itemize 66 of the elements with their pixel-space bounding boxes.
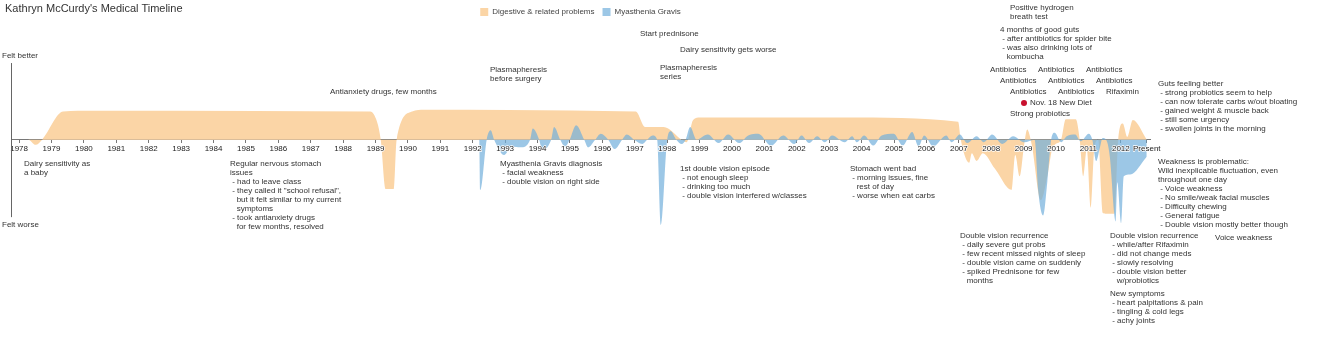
text: Positive hydrogen breath test xyxy=(1010,3,1074,22)
text: Guts feeling better - strong probiotics seem to help - can now tolerate carbs w/out bloating - gained weight & muscle back - still some urgency - swollen joints in the morning xyxy=(1158,79,1298,134)
text: Voice weakness xyxy=(1215,233,1273,243)
x-tick-label: 1986 xyxy=(269,143,288,153)
x-tick-label: 2006 xyxy=(917,143,936,153)
x-tick-label: 1997 xyxy=(625,143,645,153)
text: Antibiotics xyxy=(990,65,1027,75)
text: Antibiotics xyxy=(1038,65,1075,75)
x-tick-label: 1982 xyxy=(139,143,159,153)
x-tick-label: 2005 xyxy=(885,143,904,153)
x-tick-label: 1987 xyxy=(301,143,321,153)
x-tick-label: 2008 xyxy=(982,143,1001,153)
text: Dairy sensitivity gets worse xyxy=(680,45,778,55)
x-tick-label: 1988 xyxy=(334,143,353,153)
text: Antibiotics xyxy=(1096,76,1133,86)
text: Antibiotics xyxy=(1058,87,1095,97)
text: Antibiotics xyxy=(1048,76,1085,86)
x-tick-label: 2000 xyxy=(723,143,742,153)
x-tick-label: 1981 xyxy=(107,143,126,153)
annotation: Stomach went bad - morning issues, fine rest of day - worse when eat carbs xyxy=(850,164,935,201)
x-tick-label: 1991 xyxy=(431,143,450,153)
x-tick-label: 1996 xyxy=(593,143,612,153)
x-tick-label: 1999 xyxy=(690,143,710,153)
text: Antibiotics xyxy=(1010,87,1047,97)
x-tick-label: 2002 xyxy=(787,143,807,153)
x-tick-label: 2007 xyxy=(949,143,969,153)
x-tick-label: 2004 xyxy=(852,143,872,153)
text: 4 months of good guts - after antibiotics for spider bite - was also drinking lots of kombucha xyxy=(1000,25,1113,62)
x-tick-label: 2003 xyxy=(820,143,839,153)
x-tick-label: 1990 xyxy=(399,143,418,153)
text: Double vision recurrence - daily severe gut probs - few recent missed nights of sleep - double vision came on suddenly - spiked Prednisone for few months xyxy=(960,231,1086,286)
annotation: 1st double vision episode - not enough sleep - drinking too much - double vision interfered w/classes xyxy=(680,164,807,201)
annotation: Strong probiotics xyxy=(1010,109,1071,119)
text: Rifaximin xyxy=(1106,87,1139,97)
x-tick-label: 1995 xyxy=(561,143,580,153)
x-tick-label: 2009 xyxy=(1014,143,1034,153)
annotation: Myasthenia Gravis diagnosis - facial weakness - double vision on right side xyxy=(500,159,603,187)
text: Weakness is problematic: Wild inexplicable fluctuation, even throughout one day - Voice weakness - No smile/weak facial muscles - Difficulty chewing - General fatigue - Double vision mostly better though xyxy=(1158,157,1288,230)
text: Antibiotics xyxy=(1086,65,1123,75)
text: Plasmapheresis before surgery xyxy=(490,65,547,84)
x-tick-label: 1978 xyxy=(10,143,29,153)
text: Start prednisone xyxy=(640,29,700,39)
text: Felt better xyxy=(2,51,39,61)
text: Antianxiety drugs, few months xyxy=(330,87,437,97)
x-tick-label: 1993 xyxy=(496,143,515,153)
x-tick-label: 1989 xyxy=(366,143,385,153)
x-tick-label: Present xyxy=(1132,143,1162,153)
text: Nov. 18 New Diet xyxy=(1030,98,1093,108)
x-tick-label: 2001 xyxy=(755,143,774,153)
x-tick-label: 1979 xyxy=(42,143,61,153)
text: Antibiotics xyxy=(1000,76,1037,86)
chart-title: Kathryn McCurdy's Medical Timeline xyxy=(5,2,183,14)
text: Plasmapheresis series xyxy=(660,63,717,82)
annotation: Regular nervous stomach issues - had to leave class - they called it "school refusal", but it felt similar to my current symptoms - took antianxiety drugs for few months, resolved xyxy=(230,159,342,232)
annotation: Felt worse xyxy=(2,220,40,230)
annotation: Dairy sensitivity as a baby xyxy=(24,159,91,178)
x-tick-label: 1985 xyxy=(237,143,256,153)
x-tick-label: 1984 xyxy=(204,143,223,153)
x-tick-label: 1980 xyxy=(75,143,94,153)
text: New symptoms - heart palpitations & pain - tingling & cold legs - achy joints xyxy=(1110,289,1203,326)
x-tick-label: 2012 xyxy=(1111,143,1131,153)
x-tick-label: 1983 xyxy=(172,143,191,153)
legend-label: Myasthenia Gravis xyxy=(614,7,681,17)
x-tick-label: 1994 xyxy=(528,143,548,153)
legend-label: Digestive & related problems xyxy=(492,7,595,17)
text: Double vision recurrence - while/after Rifaximin - did not change meds - slowly resolving - double vision better w/probiotics xyxy=(1110,231,1200,286)
